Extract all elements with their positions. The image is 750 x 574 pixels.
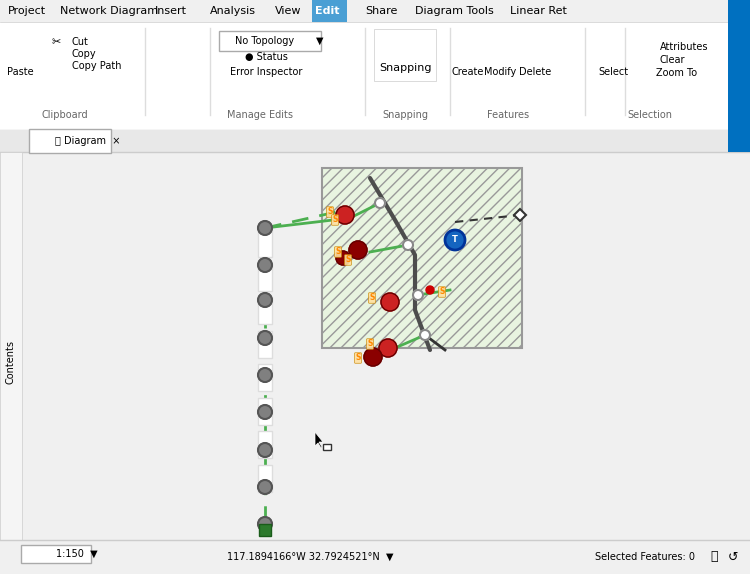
FancyBboxPatch shape [258,464,272,491]
Polygon shape [514,209,526,221]
Text: Modify: Modify [484,67,516,77]
FancyBboxPatch shape [259,524,271,536]
Text: Diagram Tools: Diagram Tools [415,6,494,16]
Text: Attributes: Attributes [660,42,709,52]
Circle shape [420,330,430,340]
Circle shape [258,480,272,494]
FancyBboxPatch shape [728,0,750,152]
Circle shape [258,331,272,345]
Circle shape [258,293,272,307]
Text: Snapping: Snapping [382,110,428,120]
Text: Copy Path: Copy Path [72,61,122,71]
Text: Linear Ret: Linear Ret [510,6,567,16]
Text: Share: Share [365,6,398,16]
FancyBboxPatch shape [0,540,750,574]
Text: Network Diagram: Network Diagram [60,6,158,16]
FancyBboxPatch shape [258,431,272,458]
Text: Selected Features: 0: Selected Features: 0 [595,552,695,562]
Text: ⏸: ⏸ [710,550,718,564]
Circle shape [258,517,272,531]
Text: S: S [332,215,338,224]
Text: Selection: Selection [628,110,673,120]
Circle shape [258,405,272,419]
Circle shape [445,230,465,250]
Text: ● Status: ● Status [245,52,288,62]
Text: Cut: Cut [72,37,88,47]
Text: S: S [368,339,373,348]
Text: S: S [327,207,333,216]
Circle shape [403,240,413,250]
Text: Delete: Delete [519,67,551,77]
Text: Error Inspector: Error Inspector [230,67,302,77]
Text: View: View [275,6,302,16]
FancyBboxPatch shape [21,545,91,563]
FancyBboxPatch shape [258,230,272,257]
Polygon shape [315,432,323,448]
Circle shape [258,368,272,382]
FancyBboxPatch shape [22,152,728,540]
FancyBboxPatch shape [0,152,22,572]
FancyBboxPatch shape [312,0,347,22]
FancyBboxPatch shape [258,297,272,324]
FancyBboxPatch shape [0,0,750,130]
FancyBboxPatch shape [258,364,272,391]
Text: T: T [452,235,458,245]
Text: Zoom To: Zoom To [656,68,698,78]
Circle shape [364,348,382,366]
Circle shape [381,293,399,311]
FancyBboxPatch shape [29,129,111,153]
Text: Features: Features [487,110,529,120]
Text: Project: Project [8,6,46,16]
Text: ✂: ✂ [52,37,62,47]
FancyBboxPatch shape [258,398,272,425]
Text: Clipboard: Clipboard [42,110,88,120]
FancyBboxPatch shape [374,29,436,81]
Circle shape [413,290,423,300]
Circle shape [349,241,367,259]
Text: S: S [440,288,445,297]
FancyBboxPatch shape [258,331,272,358]
Text: Clear: Clear [660,55,686,65]
Text: Create: Create [452,67,484,77]
Text: ⬛ Diagram  ×: ⬛ Diagram × [55,136,120,146]
FancyBboxPatch shape [0,0,750,22]
Text: ↺: ↺ [728,550,739,564]
FancyBboxPatch shape [258,263,272,290]
Text: Analysis: Analysis [210,6,256,16]
Text: Paste: Paste [7,67,33,77]
FancyBboxPatch shape [0,22,750,130]
Circle shape [258,443,272,457]
Text: Snapping: Snapping [379,63,431,73]
Text: Manage Edits: Manage Edits [227,110,293,120]
FancyBboxPatch shape [219,31,321,51]
Text: Copy: Copy [72,49,97,59]
FancyBboxPatch shape [323,444,331,450]
Circle shape [379,339,397,357]
Text: Edit: Edit [315,6,340,16]
Circle shape [258,258,272,272]
Text: Select: Select [598,67,628,77]
Text: 117.1894166°W 32.7924521°N  ▼: 117.1894166°W 32.7924521°N ▼ [226,552,393,562]
Text: ▼: ▼ [316,36,323,46]
Text: S: S [369,293,375,302]
Text: S: S [356,354,361,363]
FancyBboxPatch shape [0,130,750,152]
Circle shape [336,206,354,224]
Text: 1:150  ▼: 1:150 ▼ [56,549,98,559]
Circle shape [336,251,350,265]
Circle shape [258,221,272,235]
Text: S: S [345,255,351,265]
Circle shape [426,286,434,294]
FancyBboxPatch shape [322,168,522,348]
Text: Insert: Insert [155,6,187,16]
Text: Contents: Contents [6,340,16,384]
Text: S: S [335,247,340,257]
Circle shape [375,198,385,208]
Text: No Topology: No Topology [236,36,295,46]
